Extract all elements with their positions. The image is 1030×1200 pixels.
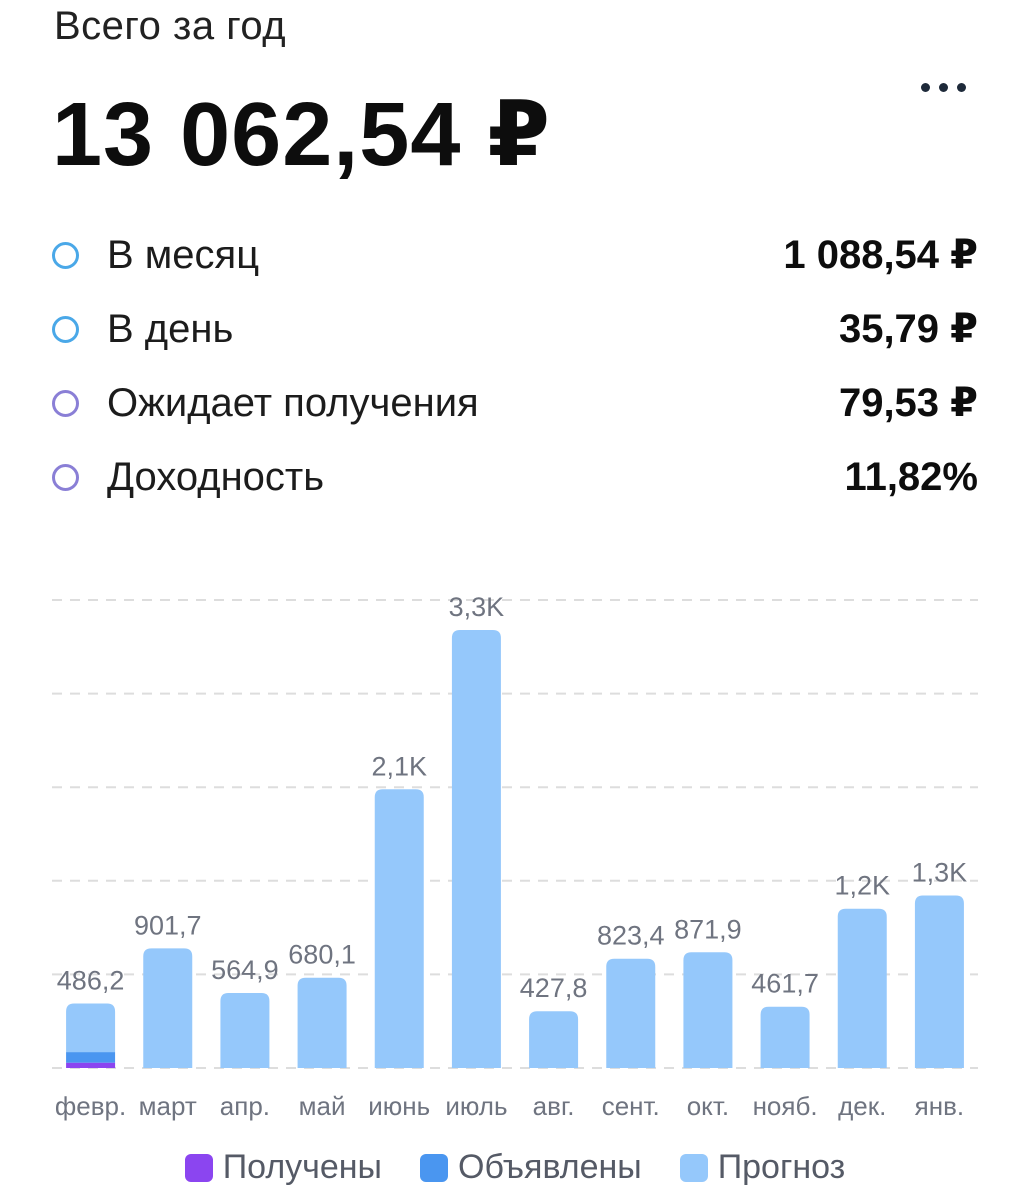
bar-segment — [374, 789, 424, 1068]
legend-swatch — [679, 1153, 708, 1182]
stat-label: Доходность — [107, 454, 325, 499]
stat-row-daily: В день 35,79 ₽ — [52, 292, 978, 366]
stats-list: В месяц 1 088,54 ₽ В день 35,79 ₽ Ожидае… — [52, 218, 978, 514]
x-tick-label: февр. — [55, 1091, 126, 1121]
dividends-bar-chart: 486,2 февр. 901,7 март 564,9 апр. 680,1 май 2,1K… — [52, 592, 978, 1121]
data-label: 461,7 — [751, 969, 819, 999]
stat-value: 79,53 ₽ — [838, 381, 978, 425]
stat-value: 35,79 ₽ — [838, 307, 978, 351]
x-tick-label: окт. — [687, 1091, 729, 1121]
data-label: 3,3K — [449, 592, 505, 622]
stat-row-yield: Доходность 11,82% — [52, 440, 978, 514]
legend-label: Прогноз — [717, 1148, 846, 1186]
ring-icon — [52, 463, 79, 491]
x-tick-label: дек. — [838, 1091, 886, 1121]
bar-segment — [529, 1011, 579, 1068]
data-label: 823,4 — [597, 921, 665, 951]
yearly-total: 13 062,54 ₽ — [52, 85, 552, 185]
data-label: 564,9 — [211, 955, 279, 985]
data-label: 680,1 — [288, 940, 356, 970]
legend-swatch — [420, 1153, 448, 1182]
x-tick-label: авг. — [533, 1091, 575, 1121]
stat-label: Ожидает получения — [107, 380, 479, 425]
stat-value: 11,82% — [844, 454, 978, 499]
bar-segment — [606, 958, 656, 1068]
stat-label: В день — [107, 306, 234, 351]
data-label: 2,1K — [371, 751, 427, 781]
stat-row-monthly: В месяц 1 088,54 ₽ — [52, 218, 978, 292]
bar-segment — [143, 948, 193, 1068]
more-horizontal-icon — [938, 82, 948, 92]
ring-icon — [52, 241, 79, 269]
stat-value: 1 088,54 ₽ — [783, 233, 978, 277]
ring-icon — [52, 389, 79, 417]
bar-segment — [66, 1003, 116, 1053]
more-horizontal-icon — [956, 82, 966, 92]
bar-segment — [220, 993, 270, 1068]
bar-segment — [837, 908, 887, 1068]
period-label: Всего за год — [54, 4, 287, 48]
legend-swatch — [184, 1153, 213, 1182]
x-tick-label: март — [139, 1091, 197, 1121]
ring-icon — [52, 315, 79, 343]
legend-label: Объявлены — [458, 1148, 642, 1186]
legend-label: Получены — [222, 1148, 382, 1186]
x-tick-label: июль — [445, 1091, 507, 1121]
data-label: 427,8 — [520, 973, 588, 1003]
stat-label: В месяц — [107, 232, 260, 277]
x-tick-label: май — [299, 1091, 346, 1121]
x-tick-label: сент. — [602, 1091, 660, 1121]
bar-segment — [760, 1006, 810, 1068]
bar-segment — [683, 952, 733, 1068]
bar-segment — [66, 1052, 116, 1063]
data-label: 1,2K — [834, 871, 890, 901]
legend-item-forecast[interactable]: Прогноз — [679, 1148, 846, 1187]
stat-row-pending: Ожидает получения 79,53 ₽ — [52, 366, 978, 440]
more-horizontal-icon — [920, 82, 930, 92]
legend-item-received[interactable]: Получены — [184, 1148, 382, 1187]
chart-legend: Получены Объявлены Прогноз — [0, 1148, 1030, 1187]
more-options-button[interactable] — [908, 72, 978, 102]
x-tick-label: нояб. — [753, 1091, 818, 1121]
legend-item-announced[interactable]: Объявлены — [420, 1148, 642, 1187]
bar-segment — [297, 977, 347, 1068]
data-label: 901,7 — [134, 910, 202, 940]
data-label: 871,9 — [674, 914, 742, 944]
bar-segment — [66, 1062, 116, 1068]
x-tick-label: апр. — [220, 1091, 270, 1121]
x-tick-label: июнь — [368, 1091, 430, 1121]
data-label: 1,3K — [912, 857, 968, 887]
bar-segment — [914, 895, 964, 1068]
x-tick-label: янв. — [915, 1091, 964, 1121]
data-label: 486,2 — [57, 965, 125, 995]
bar-segment — [451, 630, 501, 1068]
